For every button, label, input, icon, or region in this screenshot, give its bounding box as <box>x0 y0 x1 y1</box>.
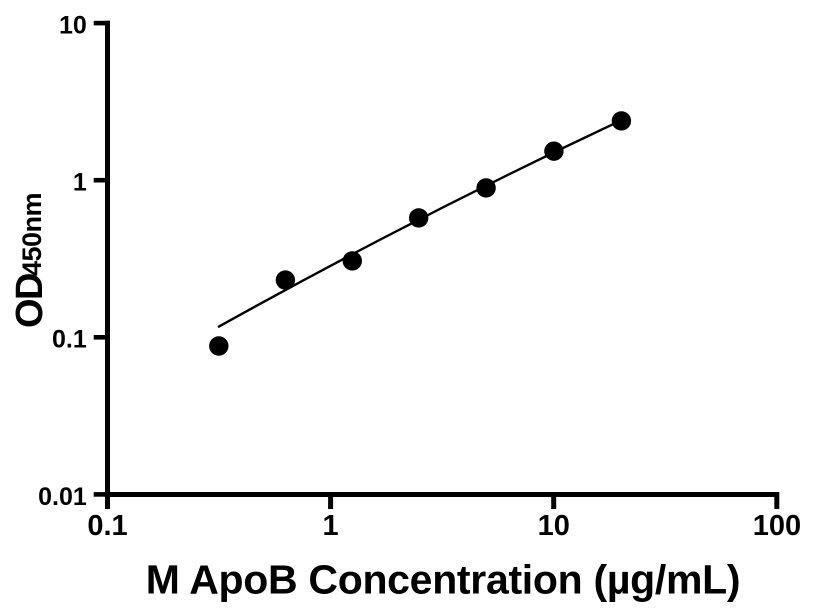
svg-text:100: 100 <box>753 510 801 542</box>
svg-text:1: 1 <box>323 510 339 542</box>
svg-text:10: 10 <box>59 12 87 40</box>
svg-text:0.1: 0.1 <box>52 326 87 354</box>
svg-text:0.1: 0.1 <box>87 510 127 542</box>
svg-text:0.01: 0.01 <box>38 483 87 511</box>
svg-text:M ApoB Concentration (µg/mL): M ApoB Concentration (µg/mL) <box>146 557 740 603</box>
svg-text:1: 1 <box>73 169 87 197</box>
svg-text:10: 10 <box>538 510 570 542</box>
